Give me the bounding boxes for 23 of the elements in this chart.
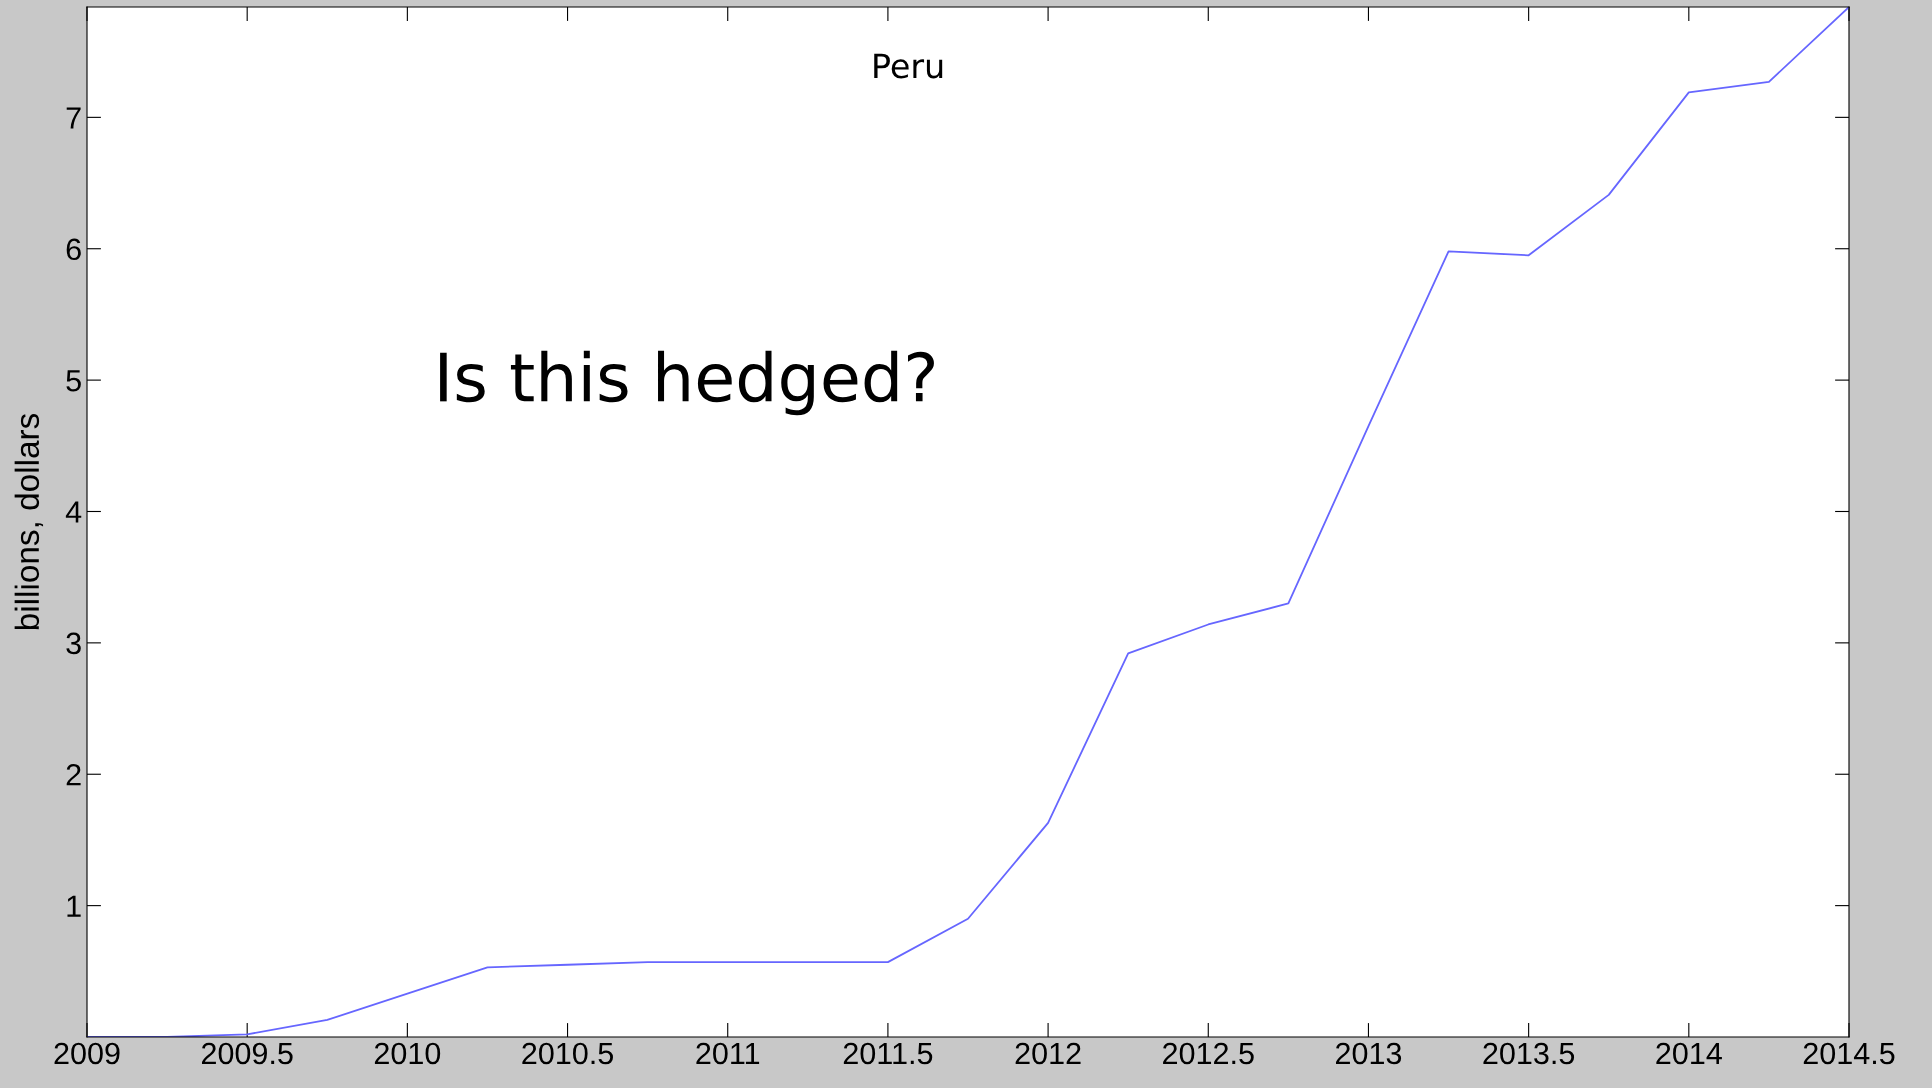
y-tick-label: 3 [66,632,81,655]
y-tick-label: 1 [67,895,81,917]
y-tick-label: 4 [65,501,82,523]
x-tick-label: 2011.5 [843,1042,933,1065]
x-tick-label: 2010 [374,1042,441,1065]
line-series [87,7,1849,1037]
x-tick-label: 2013.5 [1483,1042,1575,1065]
y-tick-label: 5 [66,370,81,392]
annotation: Is this hedged? [440,350,934,416]
x-tick-label: 2013 [1336,1042,1402,1065]
x-tick-label: 2012 [1015,1042,1081,1065]
x-tick-label: 2010.5 [522,1042,613,1065]
x-tick-label: 2011 [696,1042,760,1065]
x-tick-label: 2014.5 [1803,1042,1895,1065]
y-tick-label: 2 [66,763,81,786]
x-tick-label: 2009 [54,1042,120,1065]
y-tick-label: 7 [66,107,81,129]
x-tick-label: 2014 [1656,1042,1722,1065]
x-tick-label: 2012.5 [1163,1042,1254,1065]
x-tick-label: 2009.5 [202,1042,293,1065]
y-tick-label: 6 [66,238,81,261]
text: Peru [874,53,943,79]
y-axis-title: billions, dollars [14,413,44,630]
